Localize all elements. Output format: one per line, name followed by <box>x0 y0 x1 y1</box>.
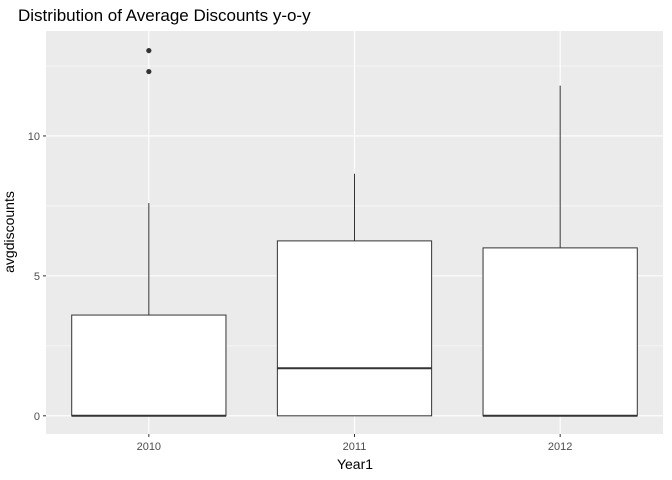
iqr-box <box>71 314 227 417</box>
iqr-box <box>276 240 433 417</box>
box-2012 <box>482 85 638 417</box>
x-axis-title: Year1 <box>337 456 373 472</box>
chart-title: Distribution of Average Discounts y-o-y <box>18 6 311 25</box>
y-tick-label: 5 <box>34 271 40 283</box>
x-tick-label: 2010 <box>137 441 161 453</box>
outlier-point <box>146 68 152 75</box>
y-axis-title: avgdiscounts <box>1 191 17 273</box>
box-2011 <box>276 173 433 417</box>
y-tick-label: 10 <box>28 131 40 143</box>
y-axis: 0 5 10 <box>28 131 46 423</box>
iqr-box <box>482 247 638 417</box>
x-tick-label: 2012 <box>548 441 572 453</box>
outlier-point <box>146 47 152 54</box>
x-axis: 2010 2011 2012 <box>137 434 572 453</box>
boxes-layer <box>71 47 638 417</box>
box-2010 <box>71 47 227 417</box>
x-tick-label: 2011 <box>343 441 367 453</box>
y-tick-label: 0 <box>34 411 40 423</box>
